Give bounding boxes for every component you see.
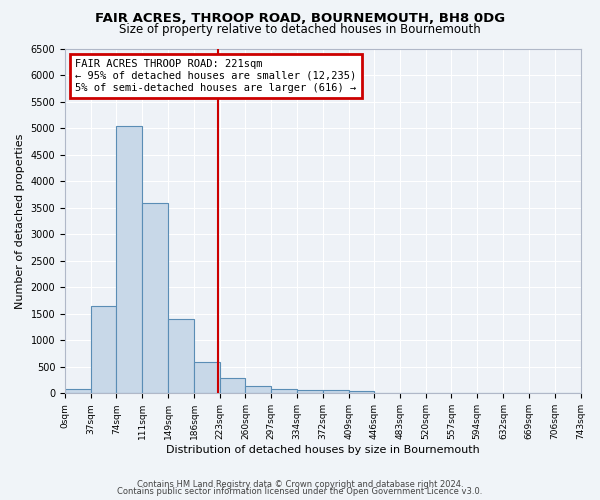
Text: FAIR ACRES THROOP ROAD: 221sqm
← 95% of detached houses are smaller (12,235)
5% : FAIR ACRES THROOP ROAD: 221sqm ← 95% of …	[76, 60, 356, 92]
Text: FAIR ACRES, THROOP ROAD, BOURNEMOUTH, BH8 0DG: FAIR ACRES, THROOP ROAD, BOURNEMOUTH, BH…	[95, 12, 505, 26]
Bar	[142, 202, 169, 394]
Bar	[220, 378, 245, 394]
Bar	[297, 390, 323, 394]
Bar	[245, 386, 271, 394]
Bar	[65, 390, 91, 394]
Text: Size of property relative to detached houses in Bournemouth: Size of property relative to detached ho…	[119, 22, 481, 36]
Bar	[349, 391, 374, 394]
Bar	[91, 306, 116, 394]
Bar	[169, 319, 194, 394]
Bar	[323, 390, 349, 394]
Bar	[271, 389, 297, 394]
Y-axis label: Number of detached properties: Number of detached properties	[15, 134, 25, 309]
Bar	[194, 362, 220, 394]
Text: Contains public sector information licensed under the Open Government Licence v3: Contains public sector information licen…	[118, 487, 482, 496]
Bar	[116, 126, 142, 394]
X-axis label: Distribution of detached houses by size in Bournemouth: Distribution of detached houses by size …	[166, 445, 479, 455]
Text: Contains HM Land Registry data © Crown copyright and database right 2024.: Contains HM Land Registry data © Crown c…	[137, 480, 463, 489]
